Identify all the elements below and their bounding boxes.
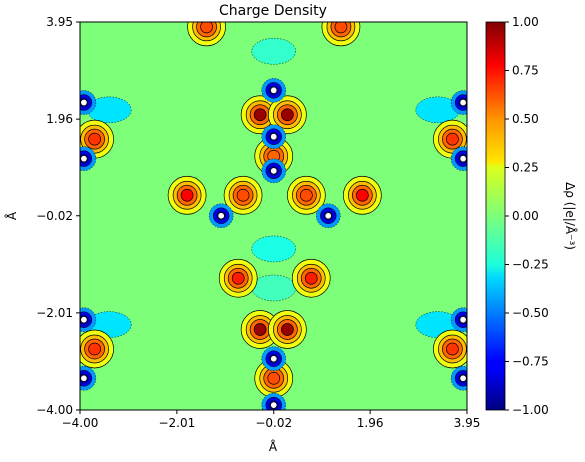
atom-5	[261, 346, 286, 372]
depletion-37	[251, 235, 296, 263]
lobe-30	[433, 119, 467, 159]
depletion-33	[86, 96, 132, 124]
atom-1	[208, 203, 234, 229]
y-tick-label: −4.00	[36, 403, 73, 417]
colorbar: 1.00 0.75 0.50 0.25 0.00 −0.25 −0.50 −0.75 −1.00…	[485, 15, 578, 417]
colorbar-gradient	[485, 21, 506, 411]
lobe-19	[223, 175, 263, 215]
colorbar-tick-label: 0.00	[512, 209, 539, 223]
x-tick-label: −4.00	[62, 416, 99, 430]
x-axis: −4.00 −2.01 −0.02 1.96 3.95	[62, 410, 481, 430]
lobe-16	[342, 175, 382, 215]
x-tick-label: 1.96	[357, 416, 384, 430]
atom-3	[261, 78, 286, 103]
atom-7	[80, 90, 97, 115]
atom-9	[450, 90, 467, 115]
colorbar-label: Δρ (|e|/Å⁻³)	[563, 182, 578, 250]
lobe-23	[268, 95, 307, 135]
plot-area	[79, 21, 468, 411]
lobe-27	[187, 22, 226, 47]
atom-10	[450, 146, 467, 171]
colorbar-tick-label: 0.75	[512, 64, 539, 78]
x-tick-label: −0.02	[255, 416, 292, 430]
colorbar-tick-label: −0.25	[512, 258, 549, 272]
chart-title: Charge Density	[219, 3, 327, 19]
lobe-18	[291, 258, 331, 298]
colorbar-ticks: 1.00 0.75 0.50 0.25 0.00 −0.25 −0.50 −0.75 −1.00	[505, 15, 549, 417]
colorbar-tick-label: 0.50	[512, 112, 539, 126]
depletion-38	[251, 38, 296, 65]
y-tick-label: −2.01	[36, 306, 73, 320]
lobe-22	[240, 95, 280, 135]
lobe-20	[287, 175, 326, 215]
colorbar-tick-label: −0.50	[512, 306, 549, 320]
atom-6	[261, 392, 286, 410]
lobe-26	[254, 358, 294, 398]
y-axis-label: Å	[4, 211, 19, 220]
lobe-28	[321, 22, 361, 47]
lobe-32	[433, 329, 467, 369]
y-axis: −4.00 −2.01 −0.02 1.96 3.95	[36, 15, 80, 417]
lobe-15	[167, 175, 207, 215]
lobe-31	[80, 329, 114, 369]
atom-8	[80, 146, 97, 171]
lobe-25	[268, 310, 307, 349]
depletion-39	[251, 274, 296, 302]
atom-0	[261, 158, 286, 184]
atom-14	[450, 366, 467, 391]
y-tick-label: 1.96	[46, 112, 73, 126]
atom-12	[80, 366, 97, 391]
colorbar-tick-label: −1.00	[512, 403, 549, 417]
atom-4	[261, 124, 286, 149]
atom-11	[80, 307, 97, 332]
x-tick-label: 3.95	[454, 416, 481, 430]
y-tick-label: −0.02	[36, 209, 73, 223]
x-axis-label: Å	[269, 439, 278, 454]
density-features	[80, 22, 467, 410]
colorbar-tick-label: 0.25	[512, 161, 539, 175]
colorbar-tick-label: −0.75	[512, 355, 549, 369]
colorbar-tick-label: 1.00	[512, 15, 539, 29]
y-tick-label: 3.95	[46, 15, 73, 29]
lobe-17	[218, 258, 258, 298]
atom-2	[316, 203, 341, 229]
x-tick-label: −2.01	[158, 416, 195, 430]
atom-13	[450, 307, 467, 332]
